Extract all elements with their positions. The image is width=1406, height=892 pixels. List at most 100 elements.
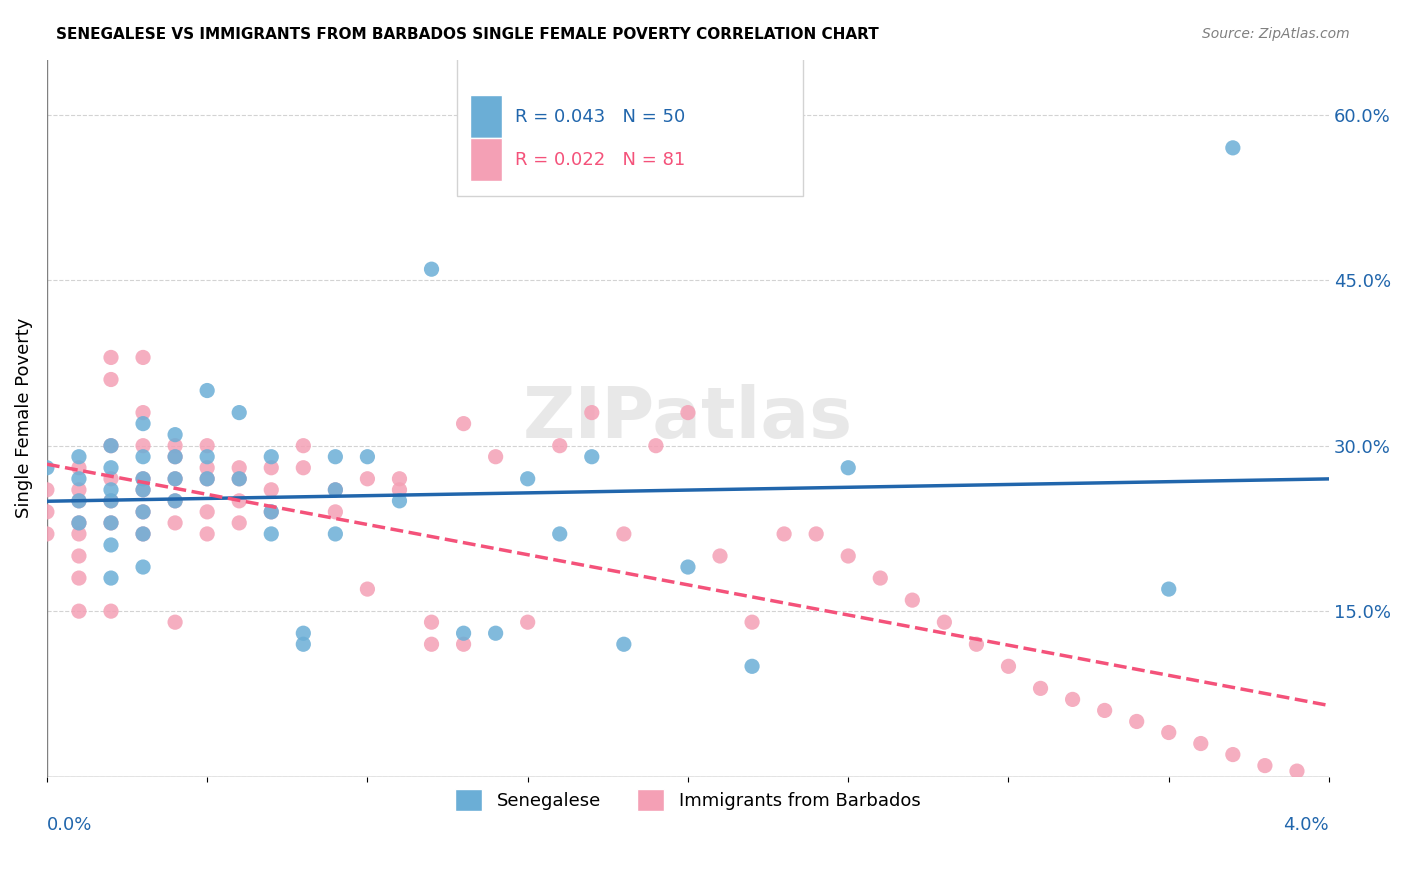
Point bbox=[228, 472, 250, 486]
Point bbox=[67, 549, 90, 563]
Point bbox=[292, 626, 315, 640]
Point bbox=[613, 637, 636, 651]
Point bbox=[516, 615, 538, 630]
Point bbox=[325, 450, 347, 464]
Point bbox=[548, 527, 571, 541]
Point bbox=[548, 439, 571, 453]
Point bbox=[356, 582, 378, 596]
Point bbox=[165, 493, 187, 508]
Point bbox=[356, 450, 378, 464]
Legend: Senegalese, Immigrants from Barbados: Senegalese, Immigrants from Barbados bbox=[449, 781, 928, 818]
Point bbox=[260, 505, 283, 519]
Point bbox=[1157, 582, 1180, 596]
Point bbox=[1062, 692, 1084, 706]
Point bbox=[228, 406, 250, 420]
Point bbox=[965, 637, 987, 651]
Point bbox=[676, 560, 699, 574]
Point bbox=[100, 351, 122, 365]
Point bbox=[741, 659, 763, 673]
Point bbox=[35, 505, 58, 519]
Text: Source: ZipAtlas.com: Source: ZipAtlas.com bbox=[1202, 27, 1350, 41]
Point bbox=[1222, 747, 1244, 762]
Point bbox=[581, 450, 603, 464]
Point bbox=[804, 527, 827, 541]
Point bbox=[420, 262, 443, 277]
Point bbox=[100, 516, 122, 530]
Point bbox=[195, 450, 218, 464]
Point bbox=[100, 460, 122, 475]
Point bbox=[67, 450, 90, 464]
Point bbox=[132, 483, 155, 497]
FancyBboxPatch shape bbox=[470, 138, 502, 181]
Point bbox=[1094, 703, 1116, 717]
Point bbox=[837, 460, 859, 475]
Point bbox=[260, 483, 283, 497]
Point bbox=[195, 472, 218, 486]
Point bbox=[132, 527, 155, 541]
Point bbox=[292, 637, 315, 651]
Point bbox=[741, 615, 763, 630]
Point bbox=[195, 505, 218, 519]
Point bbox=[100, 483, 122, 497]
Point bbox=[388, 483, 411, 497]
Point bbox=[195, 384, 218, 398]
Point bbox=[132, 472, 155, 486]
Point bbox=[997, 659, 1019, 673]
Point bbox=[581, 406, 603, 420]
Point bbox=[485, 626, 508, 640]
Point bbox=[325, 505, 347, 519]
Point bbox=[100, 604, 122, 618]
Point bbox=[132, 450, 155, 464]
Text: SENEGALESE VS IMMIGRANTS FROM BARBADOS SINGLE FEMALE POVERTY CORRELATION CHART: SENEGALESE VS IMMIGRANTS FROM BARBADOS S… bbox=[56, 27, 879, 42]
Point bbox=[260, 450, 283, 464]
Point bbox=[67, 493, 90, 508]
Point bbox=[35, 460, 58, 475]
Point bbox=[1285, 764, 1308, 778]
Point bbox=[132, 406, 155, 420]
Text: ZIPatlas: ZIPatlas bbox=[523, 384, 853, 452]
Point bbox=[165, 493, 187, 508]
Point bbox=[901, 593, 924, 607]
Point bbox=[388, 472, 411, 486]
Point bbox=[67, 527, 90, 541]
Point bbox=[132, 505, 155, 519]
Point bbox=[67, 460, 90, 475]
Point bbox=[613, 527, 636, 541]
Point bbox=[165, 427, 187, 442]
Point bbox=[420, 615, 443, 630]
Point bbox=[132, 439, 155, 453]
Point bbox=[132, 560, 155, 574]
Point bbox=[100, 372, 122, 386]
Point bbox=[100, 439, 122, 453]
Point bbox=[165, 439, 187, 453]
Point bbox=[100, 439, 122, 453]
Point bbox=[132, 527, 155, 541]
Point bbox=[644, 439, 666, 453]
Point bbox=[165, 450, 187, 464]
Point bbox=[1029, 681, 1052, 696]
Point bbox=[453, 417, 475, 431]
Point bbox=[67, 493, 90, 508]
Point bbox=[420, 637, 443, 651]
Point bbox=[260, 505, 283, 519]
Point bbox=[1189, 737, 1212, 751]
Point bbox=[100, 571, 122, 585]
Text: 0.0%: 0.0% bbox=[46, 816, 93, 834]
Point bbox=[325, 527, 347, 541]
Point bbox=[165, 615, 187, 630]
Point bbox=[132, 505, 155, 519]
Point bbox=[132, 483, 155, 497]
Point bbox=[100, 493, 122, 508]
Y-axis label: Single Female Poverty: Single Female Poverty bbox=[15, 318, 32, 518]
Point bbox=[132, 351, 155, 365]
Point bbox=[709, 549, 731, 563]
Point bbox=[260, 460, 283, 475]
Point bbox=[292, 460, 315, 475]
Point bbox=[325, 483, 347, 497]
Point bbox=[35, 483, 58, 497]
Point bbox=[1254, 758, 1277, 772]
Point bbox=[228, 472, 250, 486]
Point bbox=[67, 571, 90, 585]
Point bbox=[356, 472, 378, 486]
Point bbox=[195, 460, 218, 475]
